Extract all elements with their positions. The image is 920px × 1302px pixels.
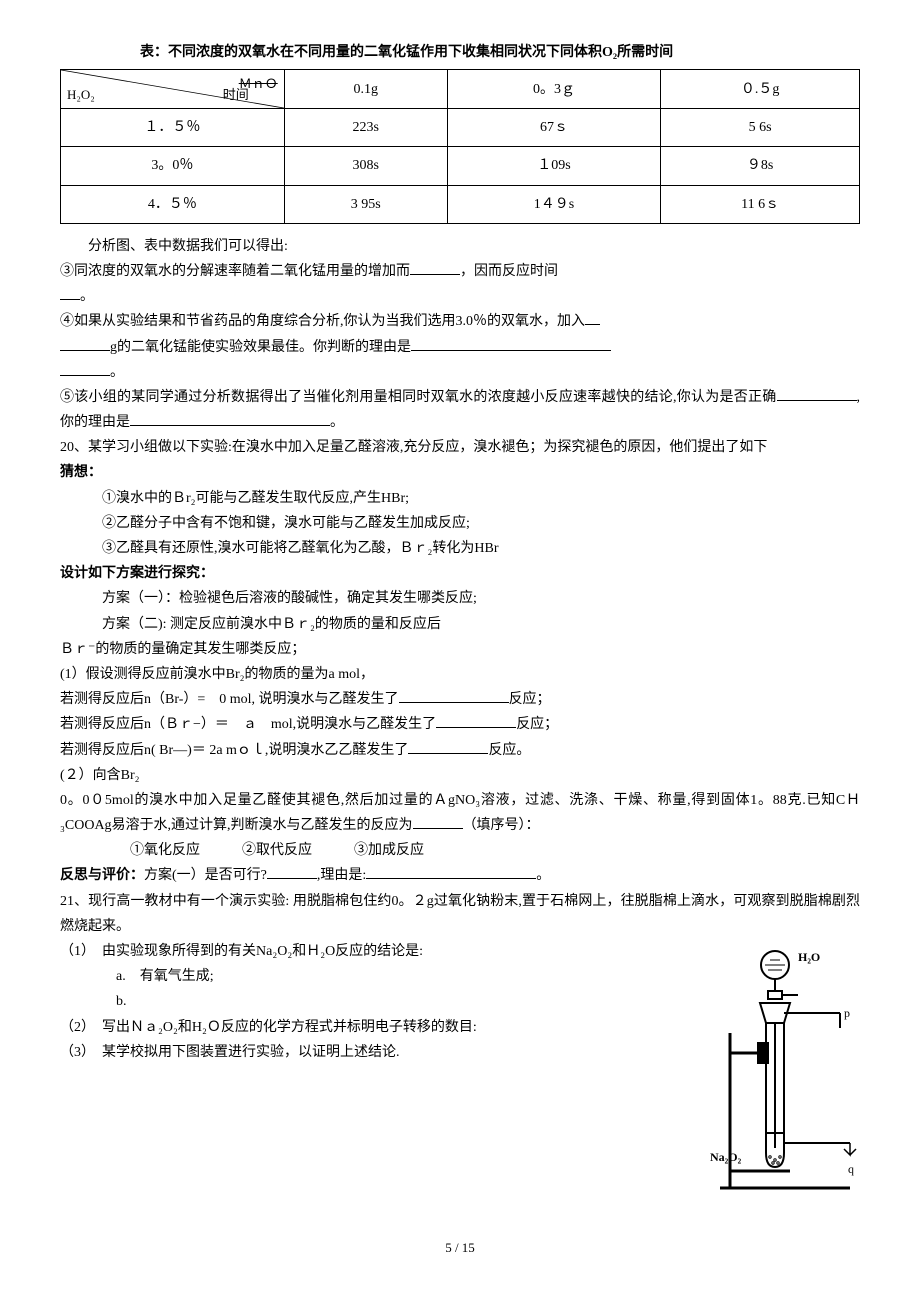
plan-2b: Ｂｒ⁻的物质的量确定其发生哪类反应； [60,637,860,662]
cell: 11 6ｓ [661,185,860,223]
cell: １09s [447,147,660,185]
reflect-b: ,理由是: [317,868,366,883]
sub2-a: (２）向含Br₂ [60,763,860,788]
blank [130,425,330,426]
experiment-table: ＭｎＯ 时间 H₂O₂ 0.1g 0。3ｇ ０.５g １．５％ 223s 67ｓ… [60,69,860,224]
s1b-text: 若测得反应后n（Ｂｒ−）＝ ａ mol,说明溴水与乙醛发生了 [60,717,436,732]
q4-text-b: g的二氧化锰能使实验效果最佳。你判断的理由是 [110,340,411,355]
q3-text-a: ③同浓度的双氧水的分解速率随着二氧化锰用量的增加而 [60,264,410,279]
table-caption: 表：不同浓度的双氧水在不同用量的二氧化锰作用下收集相同状况下同体积O₂所需时间 [60,40,860,65]
s1c-text: 若测得反应后n( Br—)＝ 2a mｏｌ,说明溴水乙乙醛发生了 [60,743,408,758]
fig-label-q: q [848,1162,854,1176]
reflect-c: 。 [536,868,550,883]
q3-text-b: ，因而反应时间 [460,264,558,279]
sub2-b: 0。0０5mol的溴水中加入足量乙醛使其褪色,然后加过量的ＡgNO₃溶液，过滤、… [60,788,860,838]
blank [399,702,509,703]
plan-2: 方案（二): 测定反应前溴水中Ｂｒ₂的物质的量和反应后 [60,612,860,637]
cell: 308s [284,147,447,185]
sub1-intro: (1）假设测得反应前溴水中Br₂的物质的量为a mol， [60,662,860,687]
guess-1: ①溴水中的Ｂr₂可能与乙醛发生取代反应,产生HBr; [60,486,860,511]
col-header: 0。3ｇ [447,70,660,109]
blank [585,324,600,325]
reflect-label: 反思与评价： [60,868,144,883]
sub1-c: 若测得反应后n( Br—)＝ 2a mｏｌ,说明溴水乙乙醛发生了 反应。 [60,738,860,763]
s1a-text2: 反应； [509,692,551,707]
options-row: ①氧化反应 ②取代反应 ③加成反应 [60,838,860,863]
q5-text-a: ⑤该小组的某同学通过分析数据得出了当催化剂用量相同时双氧水的浓度越小反应速率越快… [60,390,777,405]
blank [436,727,516,728]
blank [60,350,110,351]
guess-3: ③乙醛具有还原性,溴水可能将乙醛氧化为乙酸，Ｂｒ₂转化为HBr [60,536,860,561]
cell: 5 6s [661,109,860,147]
blank [411,350,611,351]
guess-label: 猜想： [60,460,860,485]
blank [410,274,460,275]
row-label: １．５％ [61,109,285,147]
blank [60,375,110,376]
q4-text-c: 。 [110,365,124,380]
plan-1: 方案（一）：检验褪色后溶液的酸碱性，确定其发生哪类反应; [60,586,860,611]
table-header-row: ＭｎＯ 时间 H₂O₂ 0.1g 0。3ｇ ０.５g [61,70,860,109]
question-5: ⑤该小组的某同学通过分析数据得出了当催化剂用量相同时双氧水的浓度越小反应速率越快… [60,385,860,435]
apparatus-figure: H₂O p Na₂O₂ q [680,943,860,1212]
guess-2: ②乙醛分子中含有不饱和键，溴水可能与乙醛发生加成反应; [60,511,860,536]
s1b-text2: 反应； [516,717,558,732]
question-4: ④如果从实验结果和节省药品的角度综合分析,你认为当我们选用3.0％的双氧水，加入… [60,309,860,385]
col-header: ０.５g [661,70,860,109]
question-21-intro: 21、现行高一教材中有一个演示实验: 用脱脂棉包住约0。２g过氧化钠粉末,置于石… [60,889,860,939]
s2c-text: （填序号）： [463,818,540,833]
cell: 67ｓ [447,109,660,147]
s2b-text: 0。0０5mol的溴水中加入足量乙醛使其褪色,然后加过量的ＡgNO₃溶液，过滤、… [60,793,860,833]
diag-bot-label: H₂O₂ [67,83,95,106]
cell: 3 95s [284,185,447,223]
cell: 1４９s [447,185,660,223]
s1a-text: 若测得反应后n（Br-）= 0 mol, 说明溴水与乙醛发生了 [60,692,399,707]
fig-label-na2o2: Na₂O₂ [710,1150,742,1164]
blank [267,878,317,879]
cell: ９8s [661,147,860,185]
sub1-a: 若测得反应后n（Br-）= 0 mol, 说明溴水与乙醛发生了 反应； [60,687,860,712]
table-row: １．５％ 223s 67ｓ 5 6s [61,109,860,147]
fig-label-h2o: H₂O [798,950,820,964]
blank [413,828,463,829]
question-20-intro: 20、某学习小组做以下实验:在溴水中加入足量乙醛溶液,充分反应，溴水褪色；为探究… [60,435,860,460]
blank [366,878,536,879]
q3-text-c: 。 [80,289,94,304]
option-1: ①氧化反应 [130,843,200,858]
plan-label: 设计如下方案进行探究： [60,561,860,586]
table-row: 3。0％ 308s １09s ９8s [61,147,860,185]
fig-label-p: p [844,1006,850,1020]
option-2: ②取代反应 [242,843,312,858]
blank [60,299,80,300]
table-row: 4．５％ 3 95s 1４９s 11 6ｓ [61,185,860,223]
blank [777,400,857,401]
q5-text-c: 。 [330,415,344,430]
reflect-line: 反思与评价：方案(一）是否可行? ,理由是: 。 [60,863,860,888]
s1c-text2: 反应。 [488,743,530,758]
analysis-intro: 分析图、表中数据我们可以得出: [60,234,860,259]
option-3: ③加成反应 [354,843,424,858]
diag-mid-label: 时间 [223,83,249,106]
sub1-b: 若测得反应后n（Ｂｒ−）＝ ａ mol,说明溴水与乙醛发生了 反应； [60,712,860,737]
cell: 223s [284,109,447,147]
question-3: ③同浓度的双氧水的分解速率随着二氧化锰用量的增加而 ，因而反应时间 。 [60,259,860,309]
reflect-a: 方案(一）是否可行? [144,868,267,883]
diagonal-header-cell: ＭｎＯ 时间 H₂O₂ [61,70,285,109]
row-label: 4．５％ [61,185,285,223]
row-label: 3。0％ [61,147,285,185]
blank [408,753,488,754]
q4-text-a: ④如果从实验结果和节省药品的角度综合分析,你认为当我们选用3.0％的双氧水，加入 [60,314,585,329]
page-number: 5 / 15 [60,1236,860,1259]
col-header: 0.1g [284,70,447,109]
